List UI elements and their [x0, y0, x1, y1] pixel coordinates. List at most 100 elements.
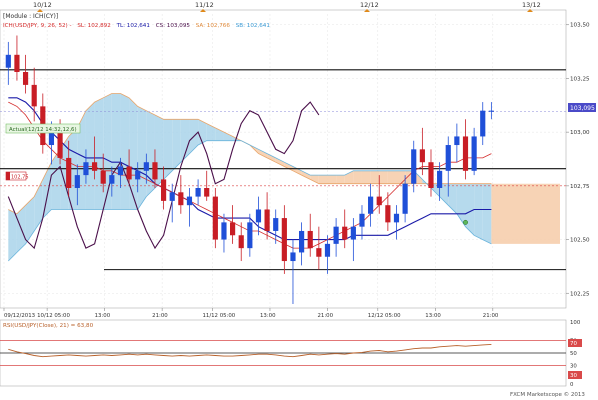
rsi-tag-30: 30 [568, 371, 582, 379]
candle-body [368, 196, 374, 214]
cloud-segment [42, 162, 52, 219]
time-tick-label: 09/12/2013 [4, 313, 35, 319]
candle-body [385, 205, 391, 223]
cloud-segment [301, 170, 311, 180]
candle-body [22, 72, 29, 85]
candle-body [238, 235, 244, 249]
cloud-segment-future [491, 183, 560, 244]
top-date-label: 13/12 [522, 1, 541, 9]
cloud-segment [34, 179, 43, 231]
candle-body [376, 196, 382, 206]
candles [5, 35, 494, 304]
cloud-segment [146, 110, 155, 197]
candle-body [411, 149, 417, 184]
candle-body [117, 166, 124, 176]
ich-label: ICH(USD/JPY, 9, 26, 52) - [3, 23, 72, 29]
price-tick-label: 102,75 [570, 184, 590, 190]
tl-label: TL: 102,641 [116, 23, 151, 29]
time-tick-label: 10/12 05:00 [37, 313, 70, 319]
active-tag-text: Actual(12/12 14:32,12,6) [9, 127, 77, 133]
candle-body [428, 162, 434, 188]
cloud-segment [267, 153, 276, 163]
cs-label: CS: 103,095 [156, 23, 191, 29]
current-price-box [568, 103, 596, 112]
cloud-segment [474, 183, 483, 240]
candle-body [471, 136, 477, 171]
left-price-tag[interactable]: 102,75 [5, 171, 29, 181]
candle-body [247, 222, 253, 249]
candle-body [178, 192, 184, 206]
candle-body [350, 226, 356, 240]
rsi-30-text: 30 [570, 373, 577, 379]
candle-body [307, 230, 313, 249]
cloud-segment [448, 183, 457, 214]
rsi-70-text: 70 [570, 341, 577, 347]
candle-body [402, 183, 408, 214]
sa-label: SA: 102,766 [196, 23, 231, 29]
active-order-tag[interactable]: Actual(12/12 14:32,12,6) [5, 123, 81, 134]
candle-body [74, 175, 80, 188]
cloud-segment [206, 123, 216, 141]
signal-marker [463, 219, 468, 225]
candle-body [14, 54, 20, 72]
cloud-segment [85, 102, 95, 210]
candle-body [299, 230, 305, 253]
price-tick-label: 103,25 [570, 76, 590, 82]
top-date-label: 12/12 [360, 1, 379, 9]
date-marker-icon [37, 9, 43, 12]
cloud-segment [336, 175, 345, 184]
price-tick-label: 103,00 [570, 130, 590, 136]
candle-body [324, 243, 331, 257]
rsi-70-box [568, 339, 582, 347]
candle-body [100, 170, 106, 184]
top-date-label: 10/12 [33, 1, 52, 9]
cloud-segment [120, 93, 130, 210]
rsi-tick-label: 50 [570, 351, 577, 357]
candle-body [109, 175, 115, 184]
chikou-span-line [7, 101, 320, 250]
time-tick-label: 11/12 05:00 [202, 313, 235, 319]
cloud-segment [8, 209, 17, 262]
candle-body [221, 222, 227, 240]
rsi-line [8, 343, 492, 358]
candle-body [66, 157, 72, 188]
current-price-text: 103,095 [570, 105, 595, 112]
candle-body [91, 162, 98, 171]
candle-body [204, 188, 210, 197]
cloud-segment [396, 170, 406, 184]
rsi-tick-label: 100 [570, 320, 581, 326]
cloud-segment [25, 196, 35, 244]
rsi-tag-70: 70 [568, 339, 582, 347]
footer-credit: FXCM Marketscope © 2013 [510, 391, 585, 398]
date-marker-icon [364, 9, 370, 12]
candle-body [454, 136, 460, 146]
time-tick-label: 21:00 [152, 313, 168, 319]
cloud-segment [387, 170, 397, 184]
cloud-segment [327, 175, 337, 184]
sb-label: SB: 102,641 [236, 23, 271, 29]
cloud-segment [318, 175, 328, 184]
candle-body [342, 226, 348, 240]
time-tick-label: 12/12 05:00 [368, 313, 401, 319]
candle-body [143, 162, 149, 171]
cloud-segment [456, 183, 466, 227]
date-marker-icon [527, 9, 533, 12]
top-date-markers: 10/12 11/12 12/12 13/12 [33, 1, 541, 12]
price-tick-label: 102,50 [570, 238, 590, 244]
candle-body [57, 132, 63, 158]
module-label: [Module : ICH(CY)] [3, 13, 58, 20]
candle-body [5, 54, 11, 68]
senkou-span-b-line [8, 140, 492, 262]
candle-body [186, 196, 193, 206]
candle-body [152, 162, 158, 180]
price-tag-marker [6, 172, 10, 180]
cloud-segment [361, 170, 371, 184]
time-tick-label: 21:00 [483, 313, 499, 319]
grid-lines [0, 14, 566, 308]
candle-body [230, 222, 236, 236]
time-tick-label: 13:00 [95, 313, 111, 319]
candle-body [316, 248, 322, 257]
cloud-segment [163, 119, 173, 180]
